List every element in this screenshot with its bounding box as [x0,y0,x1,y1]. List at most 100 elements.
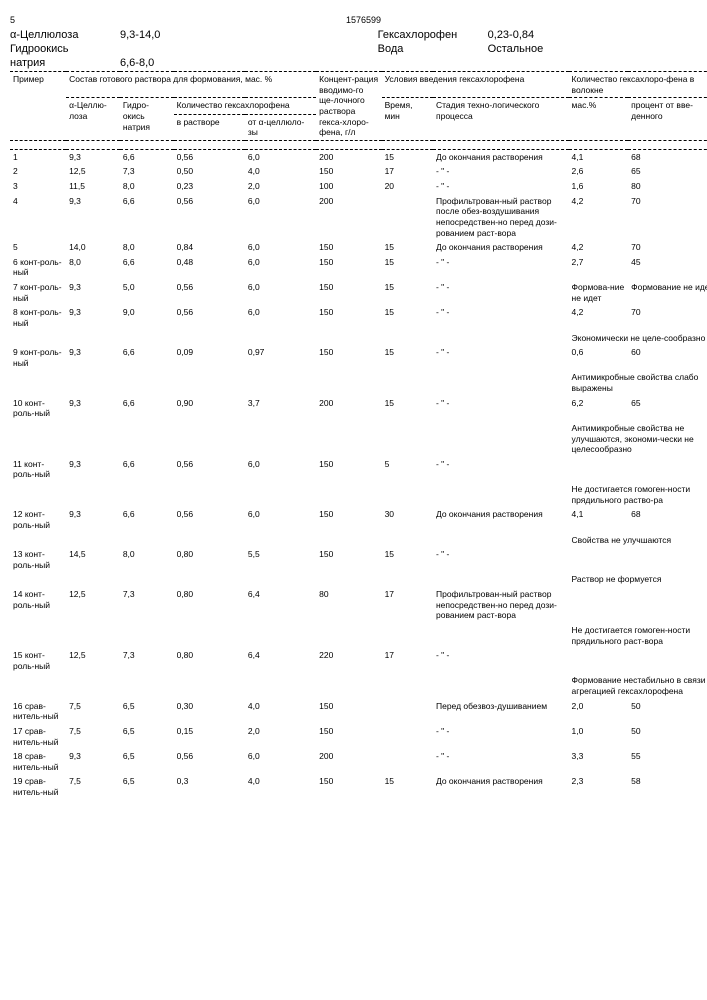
table-cell: 15 [382,345,433,370]
table-cell: 0,84 [174,240,245,255]
table-note-row: Экономически не целе-сообразно [10,331,707,346]
doc-num: 1576599 [346,15,381,25]
table-cell: 65 [628,396,707,421]
table-cell: 12 конт-роль-ный [10,507,66,532]
table-cell: 9,3 [66,507,120,532]
table-cell: До окончания растворения [433,149,569,164]
table-row: 212,57,30,504,015017- " -2,665 [10,164,707,179]
ingredients-block-2: Гидроокись Вода Остальное [10,43,707,55]
table-note-row: Не достигается гомоген-ности прядильного… [10,482,707,507]
table-cell: 30 [382,507,433,532]
table-cell: Перед обезвоз-душиванием [433,699,569,724]
table-cell: - " - [433,724,569,749]
table-cell: 0,23 [174,179,245,194]
table-row: 19 срав-нитель-ный7,56,50,34,015015До ок… [10,774,707,799]
table-cell: 18 срав-нитель-ный [10,749,66,774]
table-cell: 200 [316,749,381,774]
table-cell: 200 [316,396,381,421]
table-cell: 6,6 [120,345,174,370]
hdr-time: Время, мин [382,98,433,141]
table-cell: 150 [316,699,381,724]
table-cell: 9,3 [66,194,120,241]
table-cell: 3,7 [245,396,316,421]
table-cell: 150 [316,547,381,572]
table-cell: 70 [628,194,707,241]
table-cell: 4,0 [245,774,316,799]
table-cell: 8,0 [120,179,174,194]
hdr-hexr: в растворе [174,114,245,140]
table-cell: 15 конт-роль-ный [10,648,66,673]
table-cell: 4,2 [569,240,629,255]
table-row: 49,36,60,566,0200Профильтрован-ный раств… [10,194,707,241]
table-cell: 19 срав-нитель-ный [10,774,66,799]
table-cell: 9 конт-роль-ный [10,345,66,370]
table-cell: 9,0 [120,305,174,330]
table-cell [569,587,629,623]
ingredients-block-3: натрия 6,6-8,0 [10,57,707,69]
table-cell: 5,5 [245,547,316,572]
table-cell: 15 [382,240,433,255]
table-cell: Профильтрован-ный раствор непосредствен-… [433,587,569,623]
table-cell: 11 конт-роль-ный [10,457,66,482]
table-cell: 6,0 [245,194,316,241]
table-cell: До окончания растворения [433,240,569,255]
table-cell: 14,0 [66,240,120,255]
table-cell: 1 [10,149,66,164]
table-cell: 220 [316,648,381,673]
table-cell: 0,56 [174,194,245,241]
table-cell: - " - [433,396,569,421]
hdr-hexfib: Количество гексахлоро-фена в волокне [569,72,707,98]
table-cell: 7 конт-роль-ный [10,280,66,305]
table-cell: 80 [628,179,707,194]
table-cell: 2,0 [245,179,316,194]
table-row: 14 конт-роль-ный12,57,30,806,48017Профил… [10,587,707,623]
hdr-primer: Пример [10,72,66,141]
table-row: 8 конт-роль-ный9,39,00,566,015015- " -4,… [10,305,707,330]
hdr-pct: процент от вве-денного [628,98,707,141]
table-row: 19,36,60,566,020015До окончания растворе… [10,149,707,164]
table-cell [569,648,629,673]
ingr-left3-label: натрия [10,57,120,69]
table-cell: 7,3 [120,587,174,623]
hdr-cond: Условия введения гексахлорофена [382,72,569,98]
table-note-row: Антимикробные свойства не улучшаются, эк… [10,421,707,457]
table-cell: 0,90 [174,396,245,421]
table-cell: 6,0 [245,305,316,330]
table-row: 17 срав-нитель-ный7,56,50,152,0150- " -1… [10,724,707,749]
table-cell: 5 [10,240,66,255]
table-cell: 0,3 [174,774,245,799]
table-cell: 6,0 [245,507,316,532]
table-cell: 55 [628,749,707,774]
table-cell: 6,2 [569,396,629,421]
data-table: Пример Состав готового раствора для форм… [10,71,707,800]
table-cell: 17 [382,164,433,179]
table-cell: 14 конт-роль-ный [10,587,66,623]
table-cell: 70 [628,240,707,255]
table-cell: 17 срав-нитель-ный [10,724,66,749]
table-cell: 14,5 [66,547,120,572]
table-cell: 150 [316,164,381,179]
table-cell: 7,3 [120,164,174,179]
table-row: 6 конт-роль-ный8,06,60,486,015015- " -2,… [10,255,707,280]
table-cell [382,699,433,724]
table-note-row: Свойства не улучшаются [10,533,707,548]
table-cell [569,457,629,482]
table-cell: 6,6 [120,149,174,164]
table-cell: 17 [382,587,433,623]
table-cell [628,457,707,482]
table-row: 11 конт-роль-ный9,36,60,566,01505- " - [10,457,707,482]
row-note: Свойства не улучшаются [569,533,707,548]
table-cell: 6,6 [120,457,174,482]
row-note: Формование нестабильно в связи с агрегац… [569,673,707,698]
table-cell: 0,6 [569,345,629,370]
table-cell [628,547,707,572]
table-cell: 6,4 [245,587,316,623]
table-cell: 150 [316,255,381,280]
row-note: Экономически не целе-сообразно [569,331,707,346]
table-cell: 0,80 [174,587,245,623]
table-cell: 4,0 [245,164,316,179]
table-cell: 6,6 [120,194,174,241]
table-cell: 13 конт-роль-ный [10,547,66,572]
table-cell: 0,56 [174,749,245,774]
table-row: 9 конт-роль-ный9,36,60,090,9715015- " -0… [10,345,707,370]
